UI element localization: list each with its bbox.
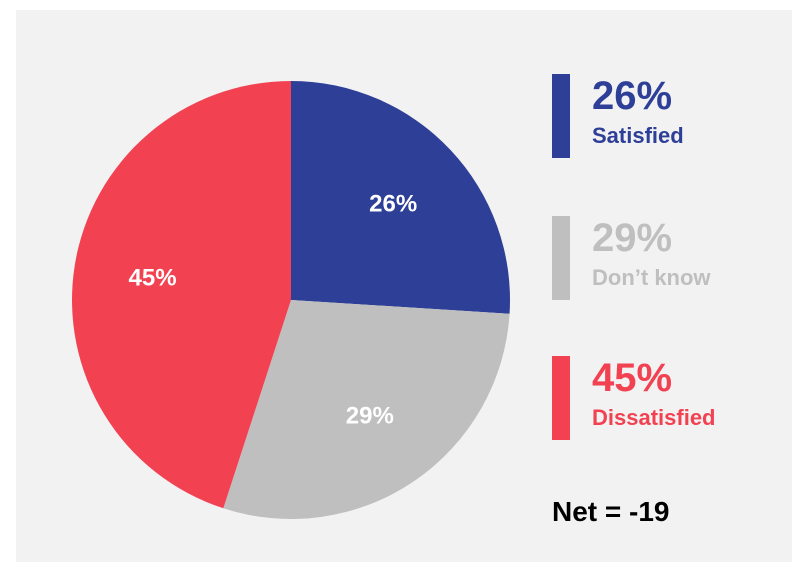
legend-label-satisfied: Satisfied bbox=[592, 123, 684, 148]
pie-slice-label-don-t-know: 29% bbox=[346, 402, 394, 429]
chart-panel: 26% 29% 45% 26% Satisfied 29% Don’t know 4… bbox=[16, 10, 792, 562]
pie-slice-dissatisfied bbox=[72, 80, 291, 509]
legend-label-dont-know: Don’t know bbox=[592, 265, 711, 290]
net-score: Net = -19 bbox=[552, 496, 670, 527]
legend-percent-dont-know: 29% bbox=[592, 216, 673, 260]
legend-label-dissatisfied: Dissatisfied bbox=[592, 405, 716, 430]
legend-percent-dissatisfied: 45% bbox=[592, 356, 673, 400]
pie-slice-label-satisfied: 26% bbox=[369, 191, 417, 218]
pie-chart: 26% 29% 45% bbox=[72, 80, 510, 519]
legend-percent-satisfied: 26% bbox=[592, 74, 673, 118]
legend-swatch-satisfied bbox=[552, 74, 570, 158]
pie-slice-satisfied bbox=[291, 81, 510, 314]
legend-swatch-dont-know bbox=[552, 216, 570, 300]
pie-slice-don-t-know bbox=[223, 300, 510, 519]
pie-slice-label-dissatisfied: 45% bbox=[129, 265, 177, 292]
legend-swatch-dissatisfied bbox=[552, 356, 570, 440]
